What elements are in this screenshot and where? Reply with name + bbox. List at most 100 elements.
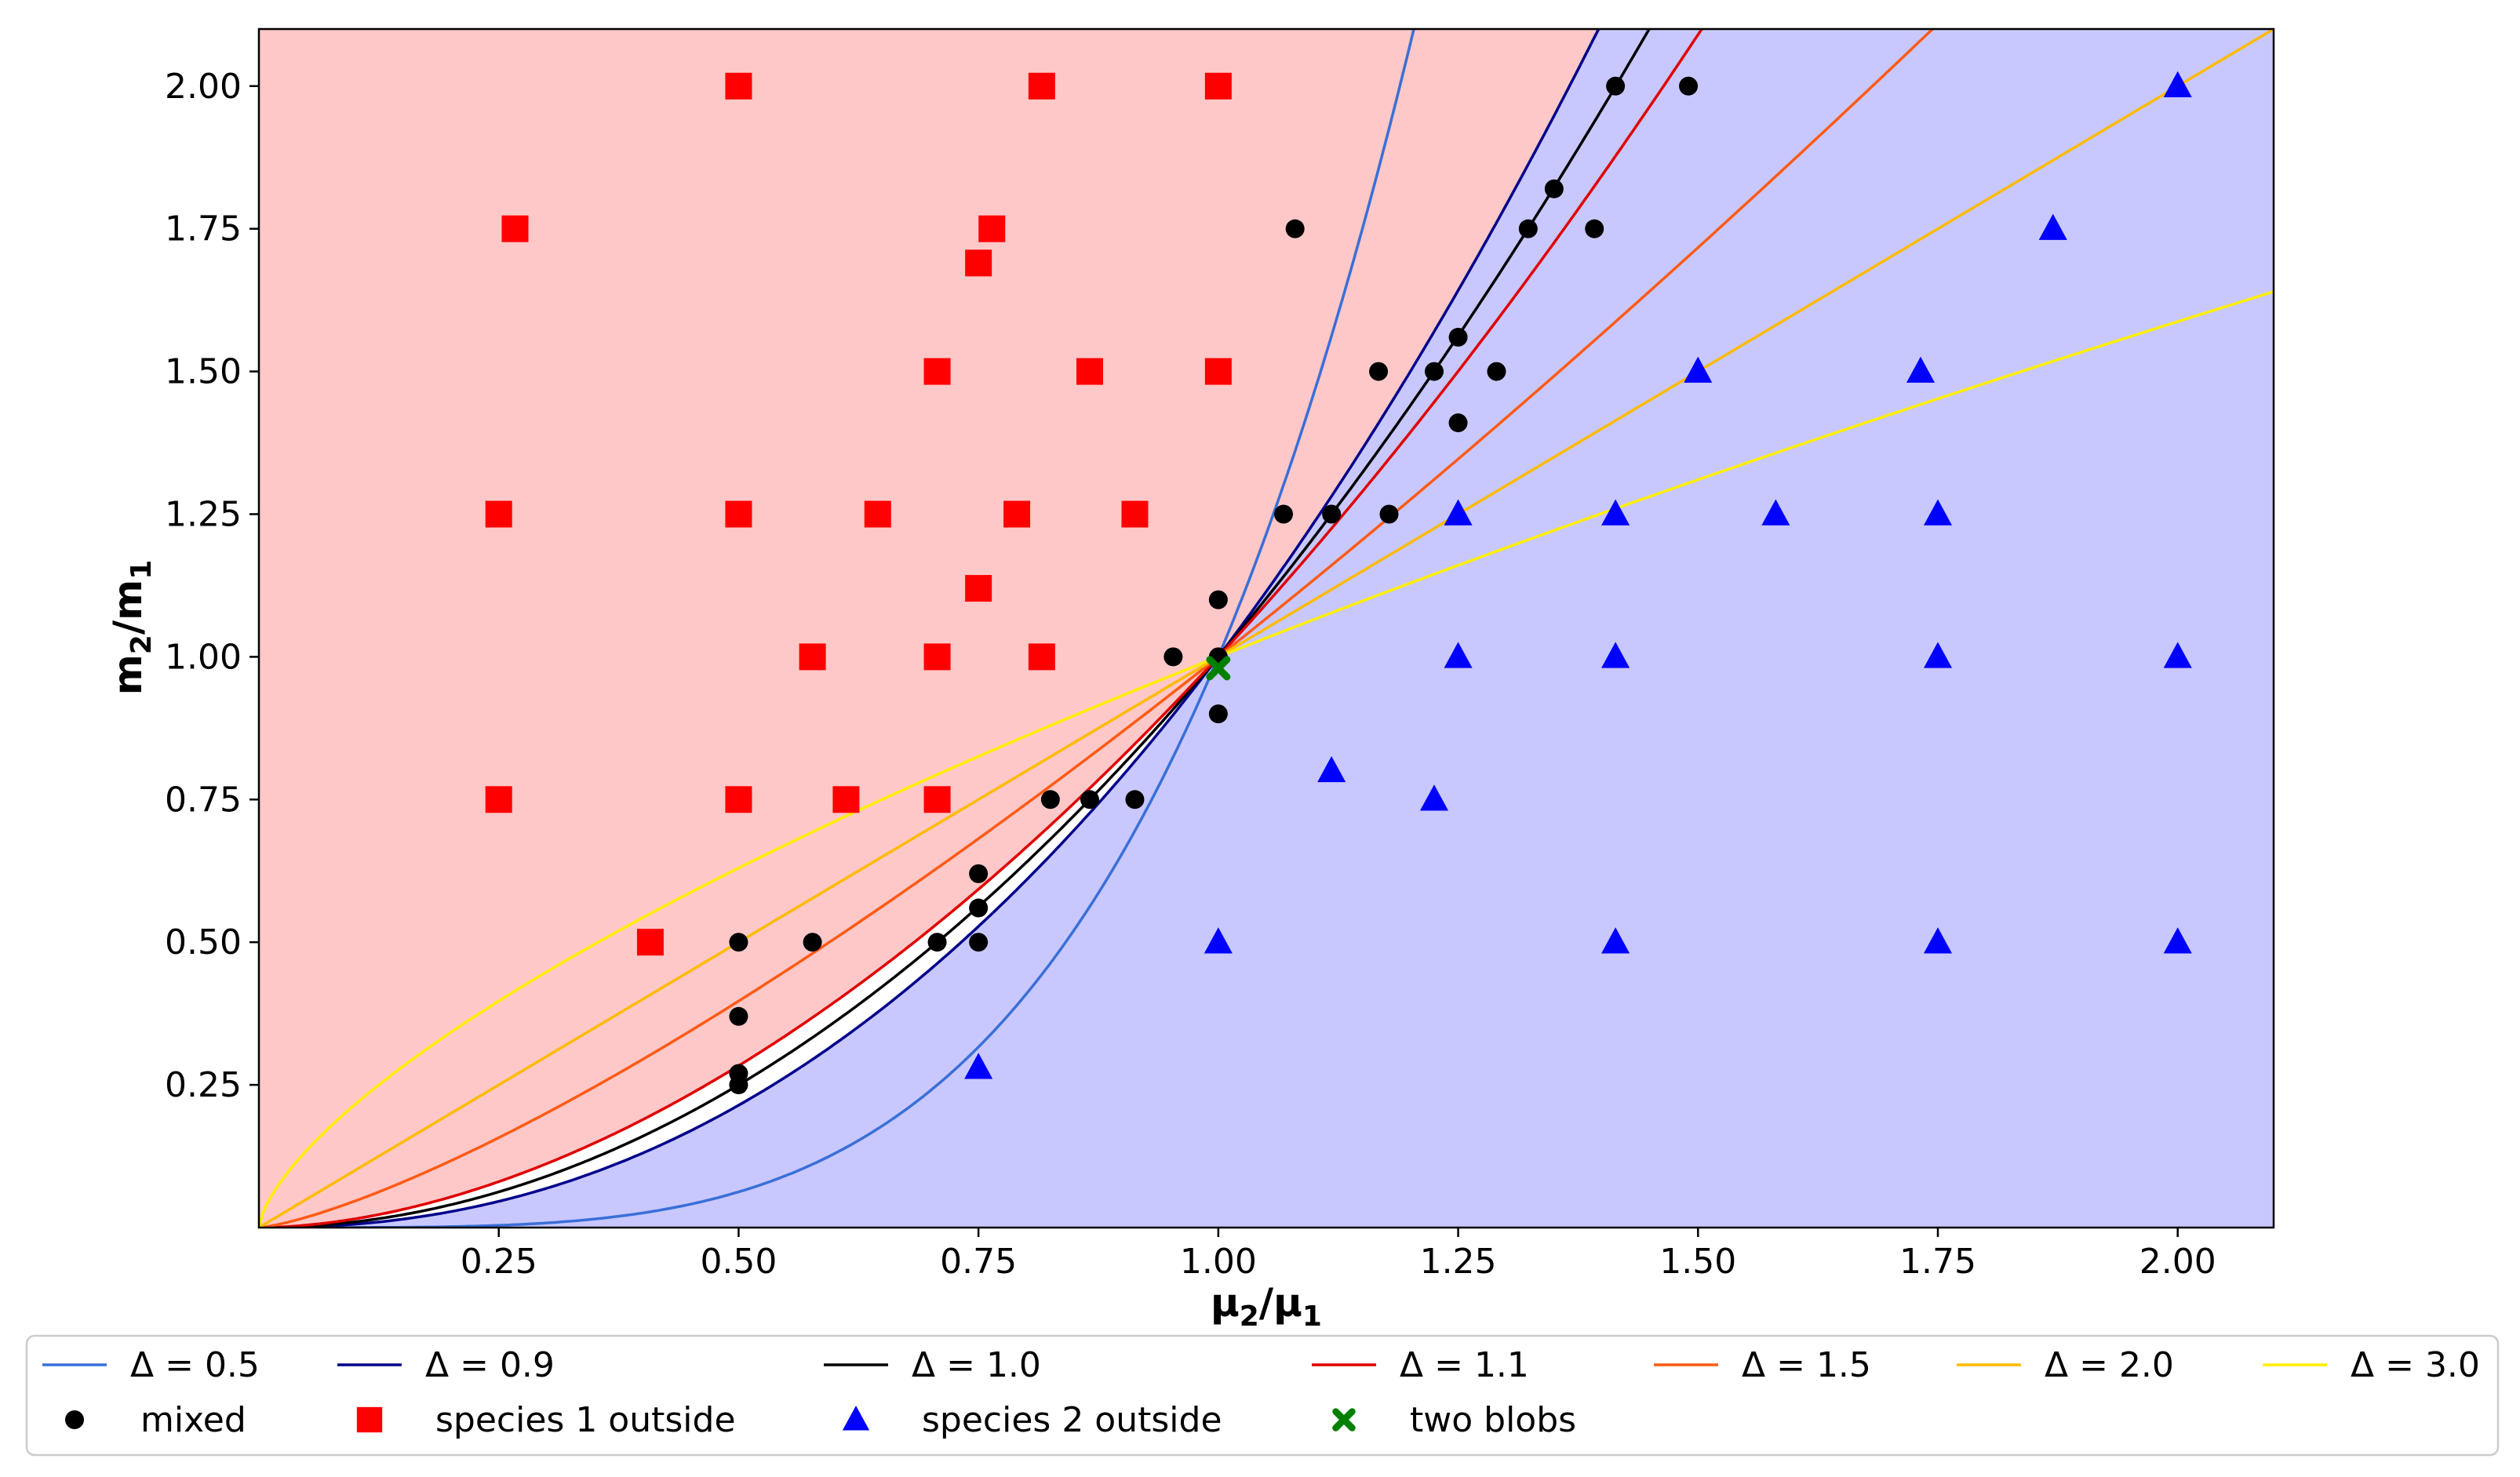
point-species-1-outside — [923, 358, 951, 385]
x-tick-label: 0.25 — [461, 1242, 537, 1282]
x-tick-label: 1.25 — [1420, 1242, 1497, 1282]
point-species-1-outside — [725, 72, 752, 100]
legend-marker — [1332, 1408, 1356, 1432]
legend-label: Δ = 1.0 — [912, 1345, 1041, 1385]
point-species-2-outside — [1601, 499, 1630, 526]
curves-layer — [259, 29, 2274, 1228]
point-species-1-outside — [725, 500, 752, 528]
point-mixed — [729, 1064, 748, 1083]
point-mixed — [1679, 76, 1699, 96]
curve-delta-1 — [259, 29, 1651, 1228]
legend-label: mixed — [140, 1400, 246, 1440]
point-species-1-outside — [1121, 500, 1149, 528]
curve-delta-1.5 — [259, 29, 1935, 1228]
point-species-2-outside — [2163, 927, 2192, 954]
point-species-1-outside — [725, 786, 752, 813]
point-mixed — [1322, 504, 1342, 524]
point-species-1-outside — [1204, 358, 1232, 385]
point-mixed — [1379, 504, 1399, 524]
y-tick-label: 2.00 — [165, 67, 242, 107]
point-species-2-outside — [2163, 71, 2192, 98]
regions-layer — [259, 29, 2274, 1228]
curve-delta-2 — [259, 29, 2274, 1228]
y-tick-label: 1.75 — [165, 209, 242, 249]
legend-label: Δ = 3.0 — [2351, 1345, 2480, 1385]
legend-label: two blobs — [1410, 1400, 1576, 1440]
point-species-1-outside — [485, 500, 512, 528]
legend: Δ = 0.5 Δ = 0.9 Δ = 1.0 Δ = 1.1 Δ = 1.5 Δ = 2… — [25, 1334, 2500, 1457]
point-mixed — [969, 933, 989, 952]
point-species-2-outside — [1444, 642, 1473, 668]
legend-label: Δ = 2.0 — [2045, 1345, 2174, 1385]
point-mixed — [1080, 790, 1099, 809]
legend-label: species 2 outside — [922, 1400, 1222, 1440]
point-species-2-outside — [1923, 642, 1953, 668]
point-species-2-outside — [2163, 642, 2192, 668]
point-mixed — [927, 933, 947, 952]
point-mixed — [1487, 362, 1506, 381]
legend-marker — [356, 1406, 383, 1433]
point-species-1-outside — [485, 786, 512, 813]
x-tick-label: 1.75 — [1899, 1242, 1976, 1282]
x-tick-label: 0.50 — [700, 1242, 777, 1282]
point-species-2-outside — [1444, 499, 1473, 526]
plot-area — [257, 27, 2275, 1229]
point-species-2-outside — [1684, 356, 1713, 383]
y-tick-label: 0.50 — [165, 922, 242, 962]
point-mixed — [1208, 704, 1228, 724]
point-species-1-outside — [965, 249, 992, 277]
point-mixed — [969, 864, 989, 883]
point-species-1-outside — [923, 786, 951, 813]
point-species-1-outside — [1028, 72, 1055, 100]
curve-delta-0.5 — [259, 29, 1415, 1228]
x-tick-label: 0.75 — [940, 1242, 1017, 1282]
y-tick-label: 0.25 — [165, 1065, 242, 1105]
point-species-1-outside — [965, 575, 992, 602]
point-species-1-outside — [832, 786, 860, 813]
y-tick-label: 0.75 — [165, 780, 242, 820]
points-layer — [485, 71, 2192, 1095]
y-axis-label: m2/m1 — [105, 560, 158, 696]
point-species-1-outside — [1204, 72, 1232, 100]
curve-delta-0.9 — [259, 29, 1600, 1228]
point-mixed — [1448, 327, 1468, 347]
y-tick-label: 1.50 — [165, 352, 242, 392]
point-mixed — [803, 933, 822, 952]
point-species-1-outside — [799, 643, 826, 671]
point-species-1-outside — [923, 643, 951, 671]
point-species-2-outside — [964, 1053, 993, 1079]
point-species-2-outside — [1923, 927, 1953, 954]
legend-label: Δ = 0.5 — [130, 1345, 260, 1385]
point-mixed — [1544, 179, 1564, 198]
x-tick-label: 2.00 — [2139, 1242, 2216, 1282]
point-mixed — [1448, 413, 1468, 433]
point-mixed — [1369, 362, 1389, 381]
point-species-2-outside — [1761, 499, 1790, 526]
legend-label: Δ = 0.9 — [425, 1345, 555, 1385]
point-species-2-outside — [1601, 642, 1630, 668]
curve-delta-3 — [259, 290, 2274, 1228]
region-species-1-outside — [259, 29, 1702, 1228]
point-mixed — [729, 1006, 748, 1026]
x-tick-label: 1.00 — [1180, 1242, 1257, 1282]
legend-label: species 1 outside — [435, 1400, 736, 1440]
point-species-2-outside — [1601, 927, 1630, 954]
point-species-2-outside — [1204, 927, 1233, 954]
legend-label: Δ = 1.5 — [1742, 1345, 1871, 1385]
x-tick-label: 1.50 — [1659, 1242, 1736, 1282]
point-species-2-outside — [1923, 499, 1953, 526]
point-species-1-outside — [501, 215, 529, 242]
point-mixed — [1163, 647, 1183, 667]
point-mixed — [1040, 790, 1060, 809]
point-mixed — [1208, 590, 1228, 609]
point-mixed — [1274, 504, 1294, 524]
point-mixed — [729, 933, 748, 952]
curve-delta-1.1 — [259, 29, 1704, 1228]
point-mixed — [1425, 362, 1444, 381]
point-mixed — [1606, 76, 1626, 96]
point-two-blobs — [1206, 656, 1231, 681]
legend-label: Δ = 1.1 — [1400, 1345, 1529, 1385]
point-species-1-outside — [1003, 500, 1031, 528]
y-axis: 0.25 0.50 0.75 1.00 1.25 1.50 1.75 2.00 — [165, 67, 259, 1105]
